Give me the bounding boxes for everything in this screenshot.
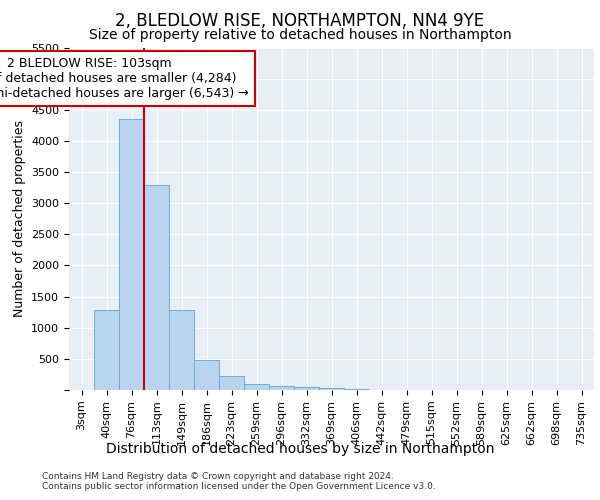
Bar [194,360,219,390]
Bar [244,384,269,390]
Bar [219,376,244,390]
Bar [144,184,169,390]
Bar [319,388,344,390]
Bar [294,387,319,390]
Bar [119,119,144,390]
Y-axis label: Number of detached properties: Number of detached properties [13,120,26,318]
Bar [269,386,294,390]
Text: Contains public sector information licensed under the Open Government Licence v3: Contains public sector information licen… [42,482,436,491]
Bar [219,376,244,390]
Bar [144,184,169,390]
Bar [294,387,319,390]
Text: 2, BLEDLOW RISE, NORTHAMPTON, NN4 9YE: 2, BLEDLOW RISE, NORTHAMPTON, NN4 9YE [115,12,485,30]
Bar [244,384,269,390]
Bar [169,310,194,390]
Text: Distribution of detached houses by size in Northampton: Distribution of detached houses by size … [106,442,494,456]
Bar [319,388,344,390]
Bar [194,360,219,390]
Bar [94,310,119,390]
Text: Contains HM Land Registry data © Crown copyright and database right 2024.: Contains HM Land Registry data © Crown c… [42,472,394,481]
Bar [169,310,194,390]
Text: 2 BLEDLOW RISE: 103sqm
← 39% of detached houses are smaller (4,284)
60% of semi-: 2 BLEDLOW RISE: 103sqm ← 39% of detached… [0,57,249,100]
Bar [269,386,294,390]
Bar [119,119,144,390]
Bar [94,310,119,390]
Text: Size of property relative to detached houses in Northampton: Size of property relative to detached ho… [89,28,511,42]
